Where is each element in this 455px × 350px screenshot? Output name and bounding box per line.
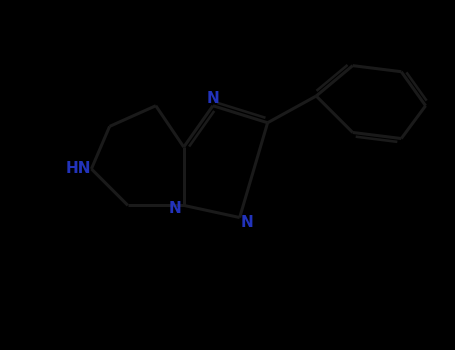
Text: N: N: [207, 91, 219, 106]
Text: HN: HN: [66, 161, 91, 176]
Text: N: N: [169, 201, 182, 216]
Text: N: N: [241, 215, 253, 230]
